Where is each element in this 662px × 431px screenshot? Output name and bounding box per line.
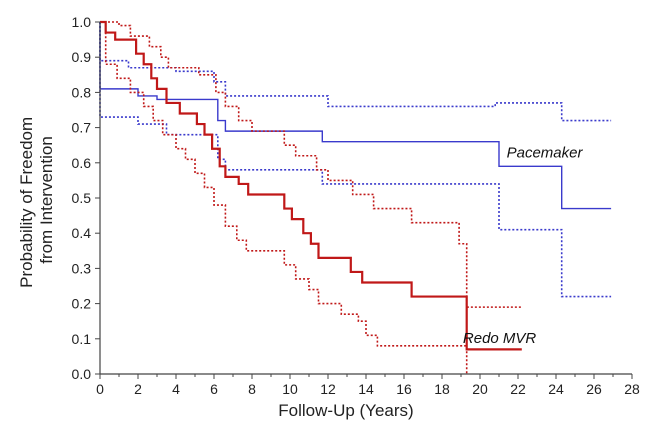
y-tick-label: 0.2 — [72, 296, 92, 312]
x-tick-label: 24 — [548, 381, 564, 397]
y-tick-label: 0.4 — [72, 225, 92, 241]
x-tick-label: 12 — [320, 381, 336, 397]
redo-mvr-label: Redo MVR — [463, 330, 537, 347]
x-tick-label: 28 — [624, 381, 640, 397]
x-axis-title: Follow-Up (Years) — [278, 401, 413, 420]
y-axis-title-line-1: Probability of Freedom — [17, 117, 36, 288]
plot-annotations: Pacemaker Redo MVR — [463, 145, 584, 348]
x-tick-label: 4 — [172, 381, 180, 397]
x-tick-label: 18 — [434, 381, 450, 397]
redo-mvr-lower-ci-line — [100, 21, 468, 374]
x-tick-label: 26 — [586, 381, 602, 397]
y-tick-label: 0.1 — [72, 331, 92, 347]
y-tick-label: 1.0 — [72, 14, 92, 30]
x-tick-label: 10 — [282, 381, 298, 397]
redo-mvr-line — [100, 20, 522, 351]
y-axis-title: Probability of Freedom from Intervention — [17, 112, 56, 288]
y-tick-label: 0.5 — [72, 190, 92, 206]
y-tick-label: 0.9 — [72, 49, 92, 65]
y-tick-label: 0.3 — [72, 260, 92, 276]
x-tick-label: 0 — [96, 381, 104, 397]
pacemaker-lower-ci-line — [99, 22, 612, 298]
y-tick-label: 0.7 — [72, 120, 92, 136]
pacemaker-upper-ci-line — [99, 22, 612, 122]
plot-axes: 0 2 4 6 8 10 12 14 16 18 20 22 24 26 280.00.10.20.30.4… — [72, 14, 640, 397]
x-tick-label: 8 — [248, 381, 256, 397]
y-tick-label: 0.0 — [72, 366, 92, 382]
x-tick-label: 16 — [396, 381, 412, 397]
x-tick-label: 6 — [210, 381, 218, 397]
y-tick-label: 0.8 — [72, 84, 92, 100]
pacemaker-label: Pacemaker — [507, 145, 584, 162]
x-tick-label: 22 — [510, 381, 526, 397]
y-tick-label: 0.6 — [72, 155, 92, 171]
plot-series — [99, 20, 612, 374]
x-tick-label: 14 — [358, 381, 374, 397]
redo-mvr-upper-ci-line — [100, 21, 522, 308]
x-tick-label: 2 — [134, 381, 142, 397]
x-tick-label: 20 — [472, 381, 488, 397]
y-axis-title-line-2: from Intervention — [37, 136, 56, 264]
pacemaker-line — [99, 22, 612, 210]
